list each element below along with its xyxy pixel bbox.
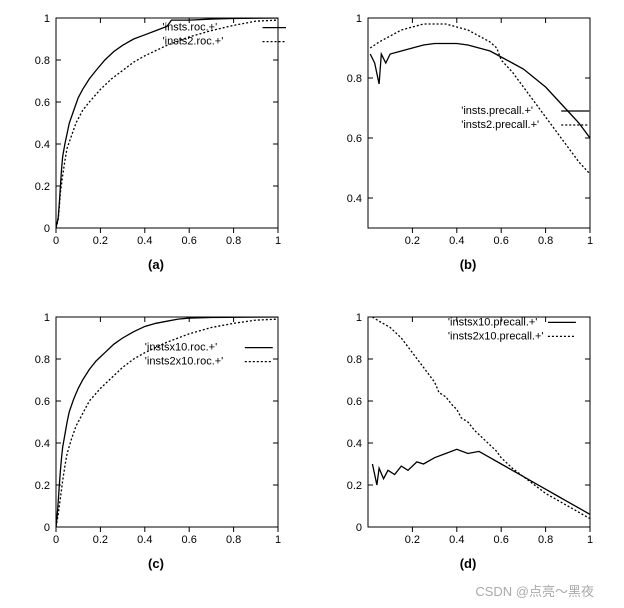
- svg-text:0.8: 0.8: [347, 73, 362, 85]
- caption-a: (a): [148, 257, 164, 272]
- svg-text:1: 1: [44, 13, 50, 25]
- svg-text:'insts2x10.precall.+': 'insts2x10.precall.+': [448, 330, 544, 342]
- svg-text:'insts2.roc.+': 'insts2.roc.+': [163, 36, 224, 48]
- svg-text:0: 0: [44, 223, 50, 235]
- svg-text:0.4: 0.4: [137, 534, 152, 546]
- plot-d: 0.2 0.4 0.6 0.8 1 0 0.2 0.4 0.6 0.8 1 'instsx10.pre…: [338, 309, 598, 554]
- svg-text:'insts2.precall.+': 'insts2.precall.+': [461, 119, 539, 131]
- svg-text:0.8: 0.8: [347, 354, 362, 366]
- svg-text:'insts.roc.+': 'insts.roc.+': [163, 22, 218, 34]
- panel-d: 0.2 0.4 0.6 0.8 1 0 0.2 0.4 0.6 0.8 1 'instsx10.pre…: [322, 309, 614, 598]
- caption-b: (b): [460, 257, 477, 272]
- svg-text:0.8: 0.8: [35, 354, 50, 366]
- svg-text:0.2: 0.2: [347, 480, 362, 492]
- svg-text:'instsx10.roc.+': 'instsx10.roc.+': [145, 342, 217, 354]
- svg-text:0.6: 0.6: [182, 235, 197, 247]
- svg-text:1: 1: [587, 534, 593, 546]
- svg-text:0.2: 0.2: [35, 480, 50, 492]
- svg-text:0.4: 0.4: [137, 235, 152, 247]
- panel-b: 0.2 0.4 0.6 0.8 1 0.4 0.6 0.8 1 'insts.precall.+'…: [322, 10, 614, 299]
- svg-text:1: 1: [587, 235, 593, 247]
- svg-text:0.4: 0.4: [449, 534, 464, 546]
- plot-b: 0.2 0.4 0.6 0.8 1 0.4 0.6 0.8 1 'insts.precall.+'…: [338, 10, 598, 255]
- svg-text:0.8: 0.8: [226, 534, 241, 546]
- svg-text:1: 1: [356, 312, 362, 324]
- plot-c: 0 0.2 0.4 0.6 0.8 1 0 0.2 0.4 0.6 0.8 1 'instsx10.ro…: [26, 309, 286, 554]
- svg-text:0.2: 0.2: [405, 534, 420, 546]
- svg-text:0.4: 0.4: [35, 139, 50, 151]
- svg-text:0.6: 0.6: [35, 97, 50, 109]
- svg-text:0.6: 0.6: [347, 133, 362, 145]
- panel-a: 0 0.2 0.4 0.6 0.8 1 0 0.2 0.4 0.6 0.8 1 'insts.roc.+…: [10, 10, 302, 299]
- svg-text:0.8: 0.8: [538, 534, 553, 546]
- caption-d: (d): [460, 556, 477, 571]
- svg-text:0: 0: [53, 235, 59, 247]
- svg-text:0.8: 0.8: [35, 55, 50, 67]
- svg-text:0.6: 0.6: [182, 534, 197, 546]
- svg-text:0.4: 0.4: [35, 438, 50, 450]
- svg-text:0.2: 0.2: [35, 181, 50, 193]
- svg-text:0.4: 0.4: [347, 438, 362, 450]
- svg-text:0.2: 0.2: [405, 235, 420, 247]
- svg-text:0: 0: [53, 534, 59, 546]
- svg-text:0.2: 0.2: [93, 534, 108, 546]
- svg-text:0.8: 0.8: [226, 235, 241, 247]
- svg-text:1: 1: [275, 235, 281, 247]
- watermark: CSDN @点亮～黑夜: [475, 581, 594, 600]
- svg-text:0.2: 0.2: [93, 235, 108, 247]
- svg-text:1: 1: [275, 534, 281, 546]
- svg-text:0: 0: [356, 522, 362, 534]
- caption-c: (c): [148, 556, 164, 571]
- figure-grid: 0 0.2 0.4 0.6 0.8 1 0 0.2 0.4 0.6 0.8 1 'insts.roc.+…: [10, 10, 614, 598]
- svg-text:0.8: 0.8: [538, 235, 553, 247]
- svg-text:'instsx10.precall.+': 'instsx10.precall.+': [448, 316, 538, 328]
- svg-text:0.6: 0.6: [347, 396, 362, 408]
- svg-text:0.6: 0.6: [35, 396, 50, 408]
- svg-text:'insts.precall.+': 'insts.precall.+': [461, 105, 533, 117]
- svg-text:'insts2x10.roc.+': 'insts2x10.roc.+': [145, 356, 224, 368]
- svg-text:0: 0: [44, 522, 50, 534]
- svg-text:0.6: 0.6: [494, 534, 509, 546]
- plot-a: 0 0.2 0.4 0.6 0.8 1 0 0.2 0.4 0.6 0.8 1 'insts.roc.+…: [26, 10, 286, 255]
- svg-text:0.6: 0.6: [494, 235, 509, 247]
- svg-text:0.4: 0.4: [347, 193, 362, 205]
- svg-text:0.4: 0.4: [449, 235, 464, 247]
- svg-text:1: 1: [44, 312, 50, 324]
- svg-text:1: 1: [356, 13, 362, 25]
- panel-c: 0 0.2 0.4 0.6 0.8 1 0 0.2 0.4 0.6 0.8 1 'instsx10.ro…: [10, 309, 302, 598]
